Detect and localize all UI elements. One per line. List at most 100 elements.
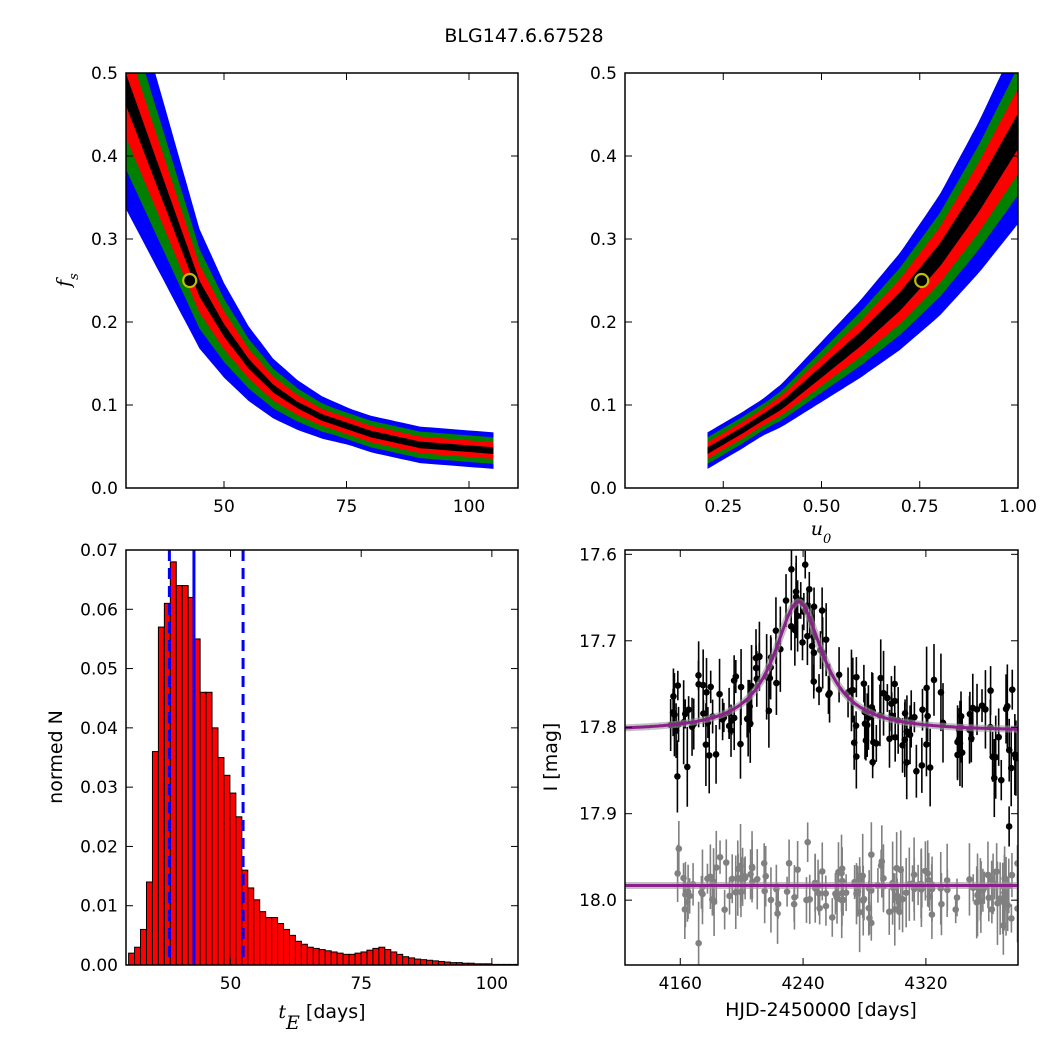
light-curve-ytick-label: 17.9 (579, 805, 617, 825)
histogram-ytick-label: 0.07 (80, 541, 118, 561)
xlabel-te-sub: E (285, 1012, 300, 1034)
light-curve-ytick-label: 17.6 (579, 545, 617, 565)
histogram-bar (360, 951, 368, 966)
te-fs-xtick-label: 100 (453, 497, 485, 517)
residual-point (728, 875, 736, 883)
te-fs-ytick-label: 0.0 (91, 479, 118, 499)
residual-point (833, 894, 841, 902)
histogram-bar (223, 774, 231, 966)
residual-point (726, 892, 733, 900)
axis-ticks-light-curve: 4160 4240 4320 17.6 17.7 17.8 17.9 18.0 (579, 545, 1018, 994)
residual-point (761, 887, 768, 895)
residual-point (737, 862, 744, 870)
data-point (995, 733, 1002, 741)
histogram-bar (175, 585, 183, 966)
data-point (703, 689, 710, 696)
data-point (788, 566, 795, 573)
u0-fs-xtick-label: 0.50 (803, 497, 841, 517)
residual-point (953, 894, 961, 901)
histogram-bar (169, 561, 177, 966)
axes-frame-histogram (125, 549, 519, 966)
histogram-bar (128, 952, 136, 966)
residual-point (767, 896, 775, 904)
histogram-bar (294, 940, 302, 966)
panel-u0-fs: 0.25 0.50 0.75 1.00 0.0 0.1 0.2 0.3 0.4 0.5 u0 (590, 64, 1037, 547)
data-point (772, 627, 780, 634)
residual-point (695, 939, 702, 947)
figure-title: BLG147.6.67528 (444, 25, 603, 47)
histogram-ytick-label: 0.03 (80, 778, 118, 798)
data-point (822, 636, 830, 643)
residual-point (675, 845, 683, 853)
residual-point (868, 851, 875, 858)
data-point (716, 690, 723, 698)
data-point (853, 673, 860, 681)
data-point (930, 676, 938, 684)
axis-ticks-histogram: 50 75 100 0.00 0.01 0.02 0.03 0.04 0.05 0.06 0.07 (80, 541, 518, 994)
histogram-bars (128, 550, 519, 966)
light-curve-plot-area (625, 550, 1018, 965)
histogram-bar (140, 928, 147, 966)
data-point (799, 639, 806, 646)
residual-point (804, 838, 811, 846)
data-point (924, 712, 931, 720)
residual-point (722, 859, 730, 866)
data-point (752, 664, 760, 672)
residual-point (994, 899, 1001, 907)
residual-point (1014, 905, 1018, 912)
histogram-bar (217, 757, 225, 966)
data-point (674, 773, 681, 780)
histogram-xtick-label: 100 (476, 974, 508, 994)
residual-point (897, 866, 905, 874)
data-point (954, 738, 961, 746)
residual-point (1008, 915, 1015, 922)
residual-point (973, 899, 981, 906)
axis-ticks-te-fs: 50 75 100 0.0 0.1 0.2 0.3 0.4 0.5 (91, 64, 518, 517)
u0-fs-xtick-label: 0.75 (901, 497, 939, 517)
data-point (1005, 746, 1013, 754)
data-point (901, 736, 909, 744)
data-point (991, 774, 998, 782)
histogram-bar (414, 958, 422, 966)
data-point (968, 735, 975, 742)
u0-fs-xtick-label: 1.00 (999, 497, 1037, 517)
data-point (737, 740, 744, 748)
data-point (702, 741, 710, 748)
axis-ticks-u0-fs: 0.25 0.50 0.75 1.00 0.0 0.1 0.2 0.3 0.4 0.5 (590, 64, 1037, 517)
data-point (913, 767, 920, 775)
histogram-bar (378, 946, 386, 966)
histogram-bar (336, 952, 344, 966)
histogram-bar (372, 947, 380, 966)
te-fs-ytick-label: 0.5 (91, 64, 118, 84)
data-point (674, 682, 682, 689)
data-point (919, 706, 926, 714)
residual-point (709, 896, 716, 903)
residual-point (1001, 875, 1008, 883)
te-fs-ytick-label: 0.2 (91, 313, 118, 333)
data-point (835, 671, 843, 679)
residual-point (803, 896, 810, 904)
density-map-te-fs (126, 73, 494, 469)
light-curve-xtick-label: 4320 (904, 974, 947, 994)
u0-fs-ytick-label: 0.1 (590, 396, 617, 416)
light-curve-xtick-label: 4160 (659, 974, 702, 994)
light-curve-ytick-label: 18.0 (579, 891, 617, 911)
data-point (891, 680, 898, 688)
data-point (707, 683, 715, 691)
histogram-bar (265, 917, 273, 966)
residual-point (774, 900, 782, 908)
data-point (746, 703, 753, 710)
data-point (873, 740, 880, 747)
histogram-bar (181, 585, 189, 966)
light-curve-marks (625, 550, 1018, 965)
residual-point (1000, 922, 1007, 929)
histogram-bar (259, 911, 267, 966)
histogram-bar (199, 691, 207, 966)
data-point (1004, 702, 1011, 710)
xlabel-u0-sub: 0 (823, 532, 831, 547)
histogram-bar (247, 887, 255, 966)
te-fs-contours (126, 73, 494, 469)
te-fs-xtick-label: 75 (336, 497, 358, 517)
residual-point (791, 894, 798, 901)
data-point (826, 689, 833, 697)
